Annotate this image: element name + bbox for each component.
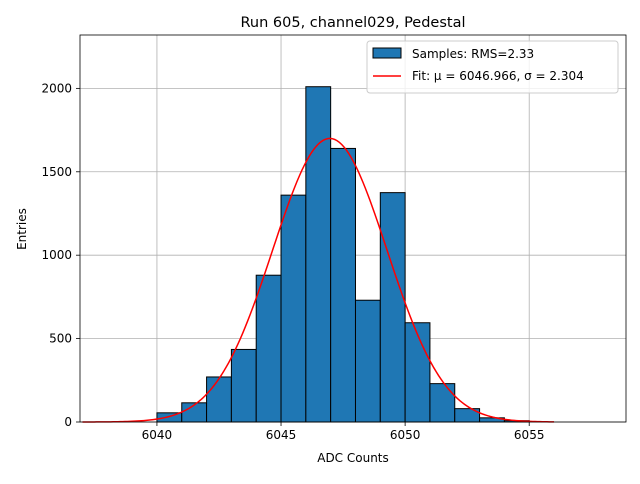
y-tick-label: 0 [64,415,72,429]
histogram-bar [280,194,307,423]
y-tick-label: 1000 [41,248,72,262]
x-tick-label: 6055 [514,428,545,442]
histogram-bar [255,274,282,423]
legend-histogram-swatch [372,47,402,59]
x-tick-label: 6040 [142,428,173,442]
y-tick-label: 500 [49,332,72,346]
x-axis-label: ADC Counts [317,451,389,465]
histogram-bar [305,86,332,423]
histogram-bar [206,376,232,423]
axes-frame [79,34,627,423]
x-tick-label: 6050 [390,428,421,442]
histogram-bars [156,86,530,423]
x-tick-label: 6045 [266,428,297,442]
histogram-bar [379,192,406,423]
legend-histogram-label: Samples: RMS=2.33 [412,47,534,61]
y-axis-label: Entries [15,208,29,250]
y-tick-label: 1500 [41,165,72,179]
histogram-bar [330,147,356,423]
y-ticks: 0 500 1000 1500 2000 [41,81,80,429]
fit-curve [82,137,555,423]
chart-title: Run 605, channel029, Pedestal [240,15,465,31]
legend-box [366,40,619,94]
legend: Samples: RMS=2.33 Fit: μ = 6046.966, σ =… [366,40,619,94]
histogram-bar [404,322,431,423]
legend-fit-label: Fit: μ = 6046.966, σ = 2.304 [412,69,584,83]
histogram-bar [230,348,257,423]
histogram-bar [354,299,381,423]
y-tick-label: 2000 [41,81,72,95]
histogram-bar [429,383,456,423]
x-ticks: 6040 6045 6050 6055 [142,422,545,442]
